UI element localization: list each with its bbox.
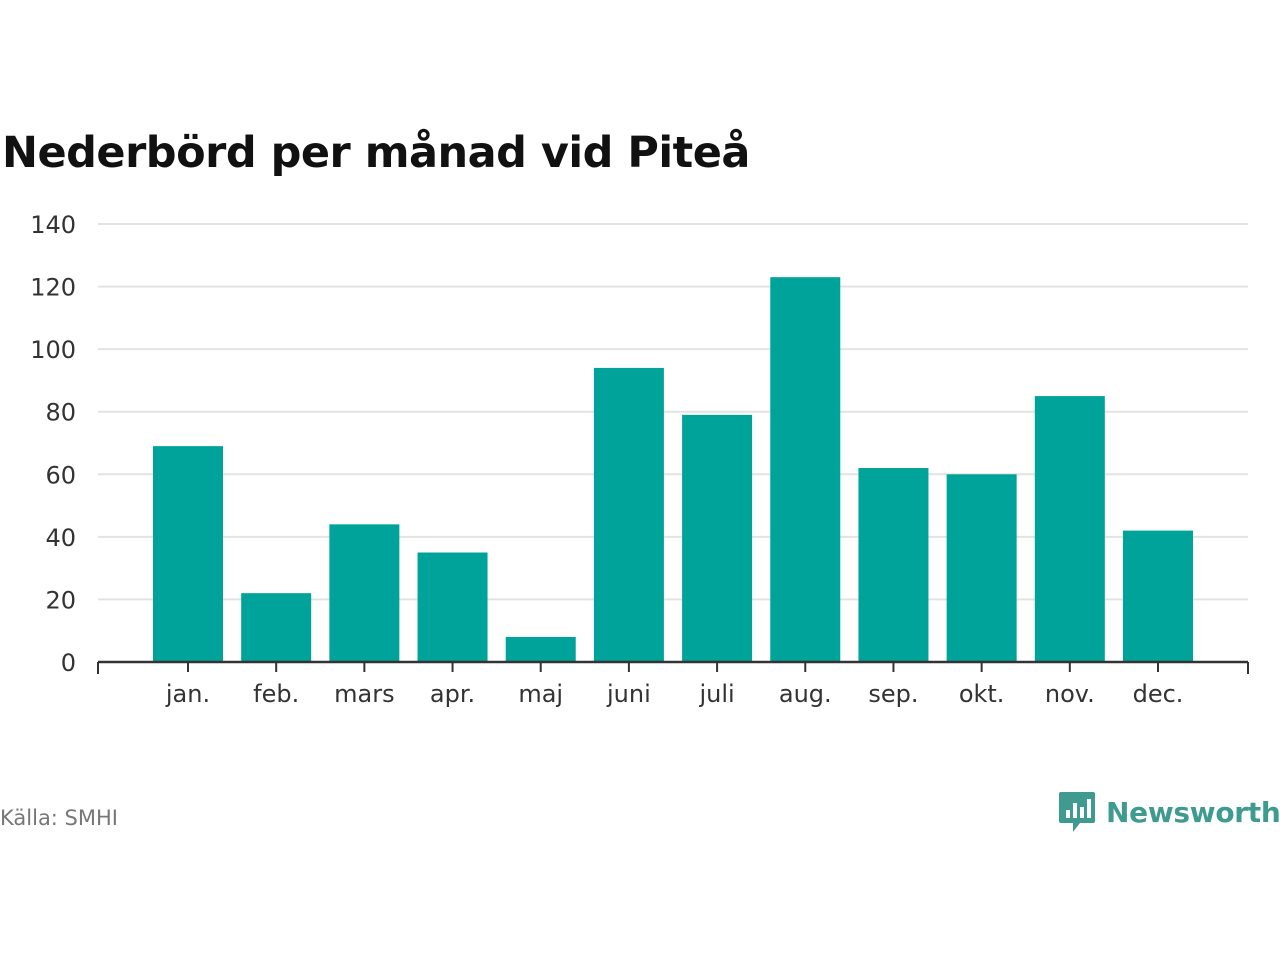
x-tick-label: apr. <box>430 680 475 708</box>
y-tick-label: 40 <box>45 524 76 552</box>
bar-maj <box>505 636 576 662</box>
bar-aug <box>770 277 841 662</box>
y-tick-label: 20 <box>45 586 76 614</box>
x-tick-label: sep. <box>868 680 918 708</box>
y-tick-label: 120 <box>30 274 76 302</box>
x-axis-ticks: jan. feb. mars apr. maj juni juli aug. sep. okt. n… <box>165 662 1184 708</box>
bar-juli <box>682 414 753 662</box>
brand-name: Newsworthy <box>1106 795 1280 829</box>
bar-jan <box>153 446 223 662</box>
bar-okt <box>946 474 1017 662</box>
x-tick-label: okt. <box>959 680 1005 708</box>
chart-title: Nederbörd per månad vid Piteå <box>2 128 750 178</box>
x-tick-label: feb. <box>253 680 299 708</box>
x-tick-label: nov. <box>1045 680 1095 708</box>
bar-dec <box>1123 530 1193 662</box>
y-tick-label: 140 <box>30 211 76 239</box>
x-tick-label: dec. <box>1133 680 1184 708</box>
bar-sep <box>858 468 929 662</box>
x-axis <box>97 660 1249 674</box>
source-note: Källa: SMHI <box>0 806 118 830</box>
bar-feb <box>241 593 312 662</box>
newsworthy-logo[interactable]: Newsworthy <box>1058 790 1280 834</box>
bars <box>153 277 1193 662</box>
y-tick-label: 0 <box>61 649 76 677</box>
x-tick-label: maj <box>518 680 563 708</box>
x-tick-label: aug. <box>779 680 832 708</box>
x-tick-label: mars <box>334 680 394 708</box>
y-tick-label: 80 <box>45 399 76 427</box>
x-tick-label: juni <box>606 680 651 708</box>
bar-juni <box>593 367 664 662</box>
bar-apr <box>417 552 488 662</box>
y-tick-label: 60 <box>45 461 76 489</box>
bar-chart-speech-bubble-icon <box>1059 792 1095 832</box>
x-tick-label: jan. <box>165 680 210 708</box>
bar-nov <box>1034 396 1105 662</box>
bar-mars <box>329 524 400 662</box>
x-tick-label: juli <box>698 680 734 708</box>
y-axis-ticks: 0 20 40 60 80 100 120 140 <box>30 211 76 677</box>
y-tick-label: 100 <box>30 336 76 364</box>
